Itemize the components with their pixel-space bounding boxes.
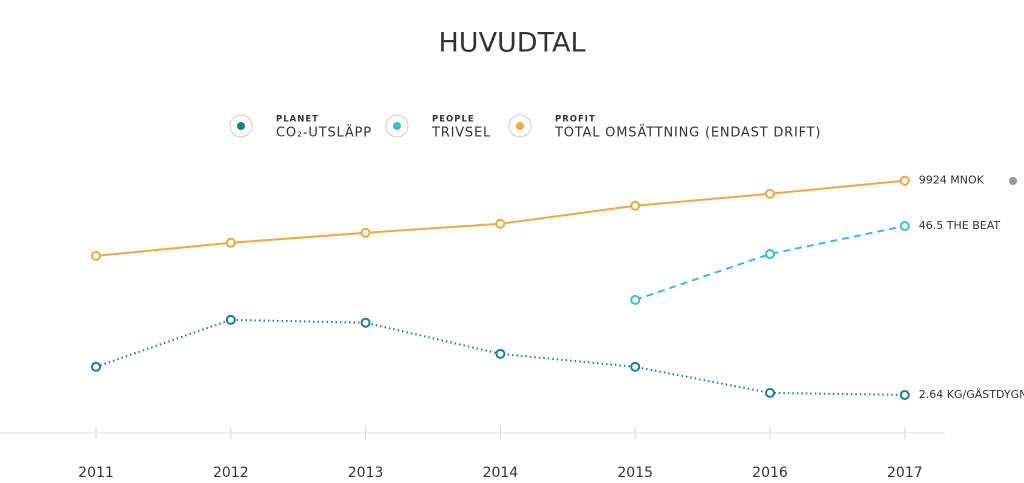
x-tick-label: 2012: [213, 465, 249, 481]
data-point: [225, 237, 236, 248]
data-point: [765, 188, 775, 199]
chart-title: HUVUDTAL: [439, 28, 586, 59]
x-tick-label: 2013: [348, 465, 384, 481]
legend-group: PEOPLE: [432, 115, 475, 125]
series-line: [95, 179, 905, 257]
x-tick-label: 2014: [483, 465, 519, 481]
legend-group: PLANET: [276, 115, 319, 125]
data-point: [899, 389, 910, 400]
x-tick-label: 2011: [78, 465, 114, 481]
x-tick-label: 2016: [752, 465, 788, 481]
legend-label: TOTAL OMSÄTTNING (ENDAST DRIFT): [554, 125, 821, 141]
data-point: [495, 348, 506, 359]
x-tick-label: 2015: [617, 465, 653, 481]
legend-dot: [393, 122, 401, 130]
legend-dot: [516, 122, 524, 130]
data-point: [630, 200, 641, 211]
series-line: [634, 225, 906, 301]
legend-dot: [237, 122, 245, 130]
data-point: [630, 361, 641, 372]
data-point: [225, 314, 236, 325]
legend-label: CO₂-UTSLÄPP: [276, 125, 372, 141]
data-point: [360, 317, 371, 328]
legend-label: TRIVSEL: [431, 126, 491, 141]
value-label: 46.5 THE BEAT: [919, 219, 1001, 232]
data-point: [630, 294, 641, 305]
data-point: [91, 361, 101, 372]
data-point: [360, 227, 371, 238]
data-point: [899, 220, 910, 231]
value-label: 2.64 KG/GÄSTDYGN: [919, 388, 1024, 401]
value-label: 9924 MNOK: [919, 174, 985, 187]
data-point: [495, 218, 506, 229]
data-point: [91, 250, 101, 261]
x-tick-label: 2017: [887, 465, 923, 481]
data-point: [765, 249, 775, 260]
data-point: [899, 175, 910, 186]
data-point: [765, 387, 775, 398]
legend-group: PROFIT: [555, 115, 596, 125]
scroll-dot[interactable]: [1009, 177, 1017, 185]
